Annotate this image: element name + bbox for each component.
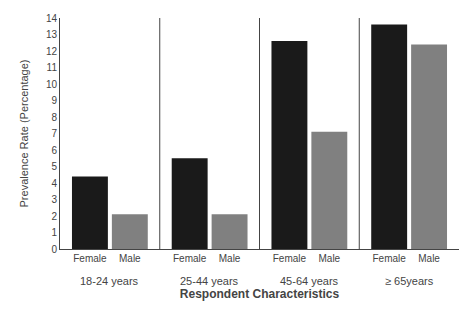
svg-text:Male: Male xyxy=(318,253,340,264)
svg-text:3: 3 xyxy=(51,194,57,205)
svg-text:Female: Female xyxy=(173,253,207,264)
svg-text:6: 6 xyxy=(51,145,57,156)
svg-text:5: 5 xyxy=(51,161,57,172)
svg-text:Female: Female xyxy=(73,253,107,264)
svg-text:Male: Male xyxy=(418,253,440,264)
svg-text:Respondent Characteristics: Respondent Characteristics xyxy=(180,287,340,301)
svg-text:Female: Female xyxy=(273,253,307,264)
svg-text:Male: Male xyxy=(219,253,241,264)
svg-text:14: 14 xyxy=(46,13,58,24)
svg-text:≥ 65years: ≥ 65years xyxy=(385,275,434,287)
svg-text:Prevalence Rate (Percentage): Prevalence Rate (Percentage) xyxy=(18,60,30,208)
svg-text:18-24 years: 18-24 years xyxy=(80,275,139,287)
svg-text:Male: Male xyxy=(119,253,141,264)
svg-text:9: 9 xyxy=(51,95,57,106)
svg-text:13: 13 xyxy=(46,29,58,40)
svg-text:1: 1 xyxy=(51,227,57,238)
svg-text:4: 4 xyxy=(51,178,57,189)
svg-text:Female: Female xyxy=(372,253,406,264)
svg-text:25-44 years: 25-44 years xyxy=(180,275,239,287)
svg-text:10: 10 xyxy=(46,79,58,90)
svg-text:12: 12 xyxy=(46,46,58,57)
svg-text:8: 8 xyxy=(51,112,57,123)
svg-text:2: 2 xyxy=(51,211,57,222)
svg-text:7: 7 xyxy=(51,128,57,139)
svg-text:11: 11 xyxy=(47,62,58,73)
svg-text:0: 0 xyxy=(51,244,57,255)
svg-text:45-64 years: 45-64 years xyxy=(280,275,339,287)
